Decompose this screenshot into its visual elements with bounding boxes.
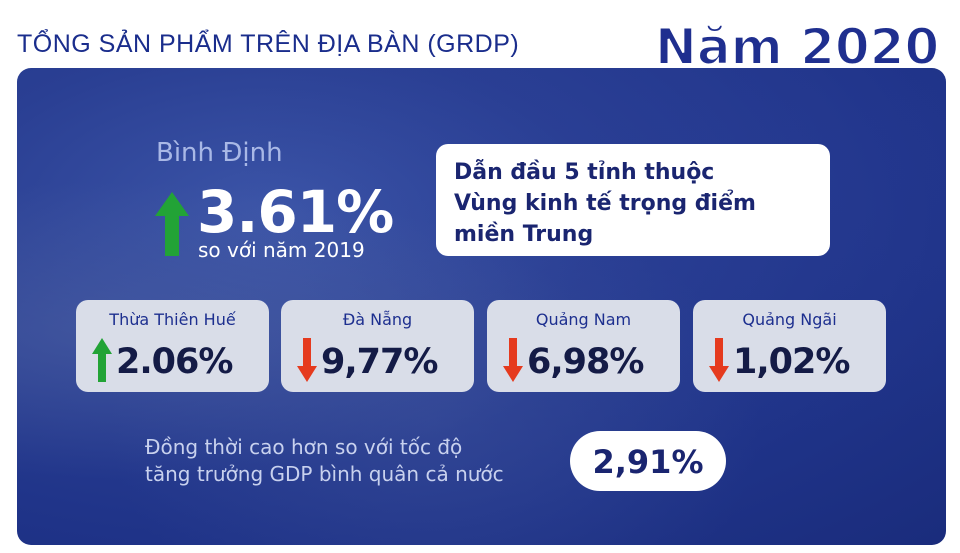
province-growth-value: 9,77% (321, 342, 438, 382)
up-arrow-icon (155, 192, 189, 256)
lead-line: miền Trung (454, 222, 594, 247)
province-card-thua-thien-hue: Thừa Thiên Huế 2.06% (76, 300, 269, 392)
lead-callout: Dẫn đầu 5 tỉnh thuộc Vùng kinh tế trọng … (436, 144, 830, 256)
highlight-compare-text: so với năm 2019 (198, 238, 365, 262)
province-card-quang-ngai: Quảng Ngãi 1,02% (693, 300, 886, 392)
comparison-text: Đồng thời cao hơn so với tốc độ tăng trư… (145, 434, 504, 488)
province-name: Quảng Nam (535, 310, 632, 329)
province-name: Thừa Thiên Huế (109, 310, 236, 329)
year-heading: Năm 2020 (654, 17, 940, 77)
national-growth-value: 2,91% (592, 443, 704, 481)
province-growth-value: 6,98% (527, 342, 644, 382)
lead-line: Dẫn đầu 5 tỉnh thuộc (454, 160, 715, 185)
province-name: Đà Nẵng (342, 310, 413, 329)
comparison-line: tăng trưởng GDP bình quân cả nước (145, 462, 504, 486)
province-growth-value: 2.06% (116, 342, 233, 382)
highlight-value: 3.61% (197, 178, 394, 246)
page-title: TỔNG SẢN PHẨM TRÊN ĐỊA BÀN (GRDP) (17, 30, 520, 58)
province-card-da-nang: Đà Nẵng 9,77% (281, 300, 474, 392)
lead-line: Vùng kinh tế trọng điểm (454, 191, 756, 216)
comparison-line: Đồng thời cao hơn so với tốc độ (145, 435, 463, 459)
province-card-quang-nam: Quảng Nam 6,98% (487, 300, 680, 392)
province-growth-value: 1,02% (733, 342, 850, 382)
down-arrow-icon (503, 338, 523, 382)
national-growth-badge: 2,91% (570, 431, 726, 491)
highlight-city: Bình Định (156, 138, 283, 168)
province-name: Quảng Ngãi (742, 310, 837, 329)
up-arrow-icon (92, 338, 112, 382)
down-arrow-icon (709, 338, 729, 382)
down-arrow-icon (297, 338, 317, 382)
